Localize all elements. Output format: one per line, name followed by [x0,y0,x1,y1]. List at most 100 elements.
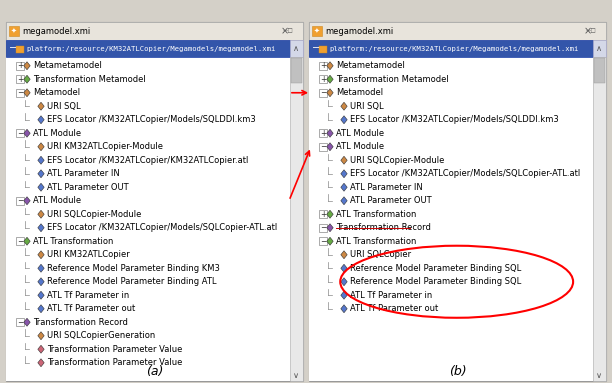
Bar [9,26,19,36]
Bar [312,26,322,36]
Polygon shape [327,75,333,83]
Bar [319,62,327,70]
Text: platform:/resource/KM32ATLCopier/Megamodels/megamodel.xmi: platform:/resource/KM32ATLCopier/Megamod… [329,46,578,51]
Polygon shape [38,102,44,110]
Polygon shape [24,89,30,97]
Polygon shape [327,143,333,151]
Polygon shape [38,332,44,340]
Polygon shape [327,210,333,218]
Polygon shape [24,318,30,326]
Text: URI SQL: URI SQL [47,102,81,111]
Text: EFS Locator /KM32ATLCopier/Models/SQLCopier-ATL.atl: EFS Locator /KM32ATLCopier/Models/SQLCop… [47,223,277,232]
Text: ∧: ∧ [596,44,602,53]
Text: EFS Locator /KM32ATLCopier/Models/SQLDDI.km3: EFS Locator /KM32ATLCopier/Models/SQLDDI… [47,115,256,124]
Text: Metametamodel: Metametamodel [336,61,405,70]
Polygon shape [327,62,333,70]
Text: −: − [9,44,17,54]
Text: ATL Tf Parameter out: ATL Tf Parameter out [47,304,135,313]
Text: +: + [320,129,326,138]
Bar [319,224,327,232]
Text: ATL Tf Parameter in: ATL Tf Parameter in [350,291,432,300]
Polygon shape [24,197,30,205]
Bar [309,22,606,40]
Polygon shape [38,183,44,191]
Bar [16,89,24,97]
Polygon shape [38,264,44,272]
Text: ATL Transformation: ATL Transformation [33,237,113,246]
Text: Metamodel: Metamodel [336,88,383,97]
Polygon shape [38,359,44,367]
Bar [319,75,327,83]
Bar [319,46,327,52]
Polygon shape [38,305,44,313]
Bar [319,89,327,97]
Text: Reference Model Parameter Binding SQL: Reference Model Parameter Binding SQL [350,277,521,286]
Polygon shape [327,129,333,137]
Text: −: − [17,129,23,138]
Text: ∧: ∧ [293,44,299,53]
Text: ∨: ∨ [596,370,602,380]
Text: −: − [312,44,320,54]
Polygon shape [341,116,347,124]
Polygon shape [38,143,44,151]
Text: Reference Model Parameter Binding SQL: Reference Model Parameter Binding SQL [350,264,521,273]
Text: megamodel.xmi: megamodel.xmi [22,26,90,36]
Bar [319,143,327,151]
Polygon shape [341,305,347,313]
Text: Transformation Record: Transformation Record [336,223,431,232]
Text: (b): (b) [449,365,466,378]
Text: URI SQLCopier-Module: URI SQLCopier-Module [47,210,141,219]
Text: Transformation Parameter Value: Transformation Parameter Value [47,345,182,354]
Text: Transformation Record: Transformation Record [33,318,128,327]
Polygon shape [38,291,44,299]
Bar [16,197,24,205]
Text: −: − [17,88,23,97]
Text: −: − [320,237,326,246]
Polygon shape [341,251,347,259]
Text: −: − [320,223,326,232]
Text: —□: —□ [585,28,596,33]
Text: ATL Transformation: ATL Transformation [336,210,416,219]
Polygon shape [341,264,347,272]
Text: +: + [320,210,326,219]
Polygon shape [24,62,30,70]
Text: URI KM32ATLCopier-Module: URI KM32ATLCopier-Module [47,142,163,151]
Polygon shape [341,278,347,286]
Polygon shape [327,89,333,97]
Text: EFS Locator /KM32ATLCopier/Models/SQLDDI.km3: EFS Locator /KM32ATLCopier/Models/SQLDDI… [350,115,559,124]
Text: megamodel.xmi: megamodel.xmi [325,26,394,36]
Polygon shape [38,278,44,286]
Text: URI KM32ATLCopier: URI KM32ATLCopier [47,250,130,259]
Text: ATL Parameter IN: ATL Parameter IN [350,183,423,192]
Text: Reference Model Parameter Binding KM3: Reference Model Parameter Binding KM3 [47,264,220,273]
Text: ✦: ✦ [314,28,320,34]
Polygon shape [327,237,333,245]
Polygon shape [38,170,44,178]
Bar [6,22,303,40]
Polygon shape [38,210,44,218]
Bar [16,318,24,326]
Bar [16,62,24,70]
Bar [309,22,606,381]
Text: URI SQLCopier: URI SQLCopier [350,250,411,259]
Bar [290,57,303,381]
Bar [593,57,606,381]
Polygon shape [24,129,30,137]
Bar [593,40,606,57]
Text: −: − [320,88,326,97]
Text: −: − [17,318,23,327]
Bar [16,75,24,83]
Text: —□: —□ [282,28,293,33]
Text: Transformation Parameter Value: Transformation Parameter Value [47,358,182,367]
Text: Reference Model Parameter Binding ATL: Reference Model Parameter Binding ATL [47,277,217,286]
Text: ∨: ∨ [293,370,299,380]
Text: platform:/resource/KM32ATLCopier/Megamodels/megamodel.xmi: platform:/resource/KM32ATLCopier/Megamod… [26,46,275,51]
Polygon shape [38,116,44,124]
Bar [16,129,24,137]
Text: EFS Locator /KM32ATLCopier/KM32ATLCopier.atl: EFS Locator /KM32ATLCopier/KM32ATLCopier… [47,156,248,165]
Text: +: + [17,75,23,84]
Text: +: + [320,61,326,70]
Text: (a): (a) [146,365,163,378]
Bar [319,237,327,245]
Bar [290,40,303,57]
